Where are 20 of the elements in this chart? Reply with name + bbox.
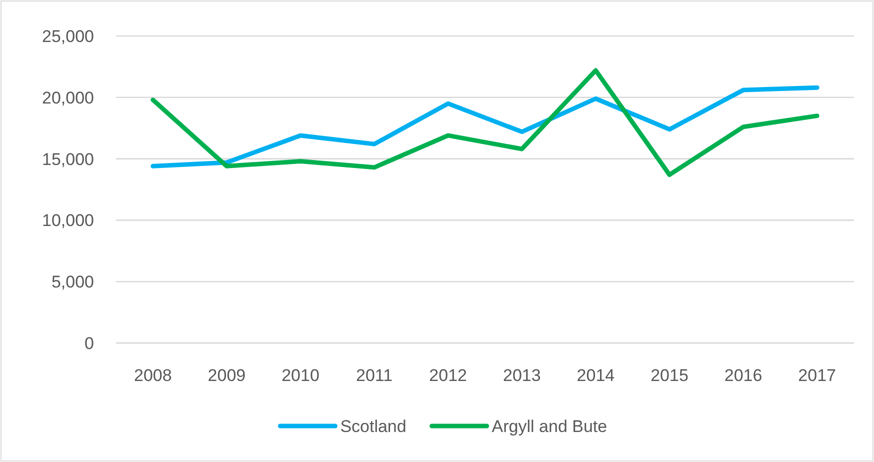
x-tick-label: 2015 <box>650 366 688 385</box>
y-tick-label: 10,000 <box>42 211 94 230</box>
x-tick-label: 2012 <box>429 366 468 385</box>
x-tick-label: 2011 <box>356 366 393 385</box>
x-tick-label: 2014 <box>576 366 615 385</box>
y-tick-label: 0 <box>84 334 94 353</box>
line-series <box>150 68 820 178</box>
line-series <box>150 85 820 168</box>
legend-label: Argyll and Bute <box>492 416 608 436</box>
x-tick-label: 2016 <box>724 366 762 385</box>
legend-label: Scotland <box>340 416 406 436</box>
x-tick-label: 2017 <box>798 366 836 385</box>
y-tick-label: 25,000 <box>42 26 94 46</box>
y-tick-label: 5,000 <box>51 272 94 292</box>
y-tick-label: 15,000 <box>42 150 94 169</box>
x-tick-label: 2009 <box>208 366 246 385</box>
x-tick-label: 2010 <box>282 366 320 385</box>
x-tick-label: 2008 <box>134 366 172 385</box>
y-tick-label: 20,000 <box>42 88 94 108</box>
x-tick-label: 2013 <box>502 366 541 385</box>
